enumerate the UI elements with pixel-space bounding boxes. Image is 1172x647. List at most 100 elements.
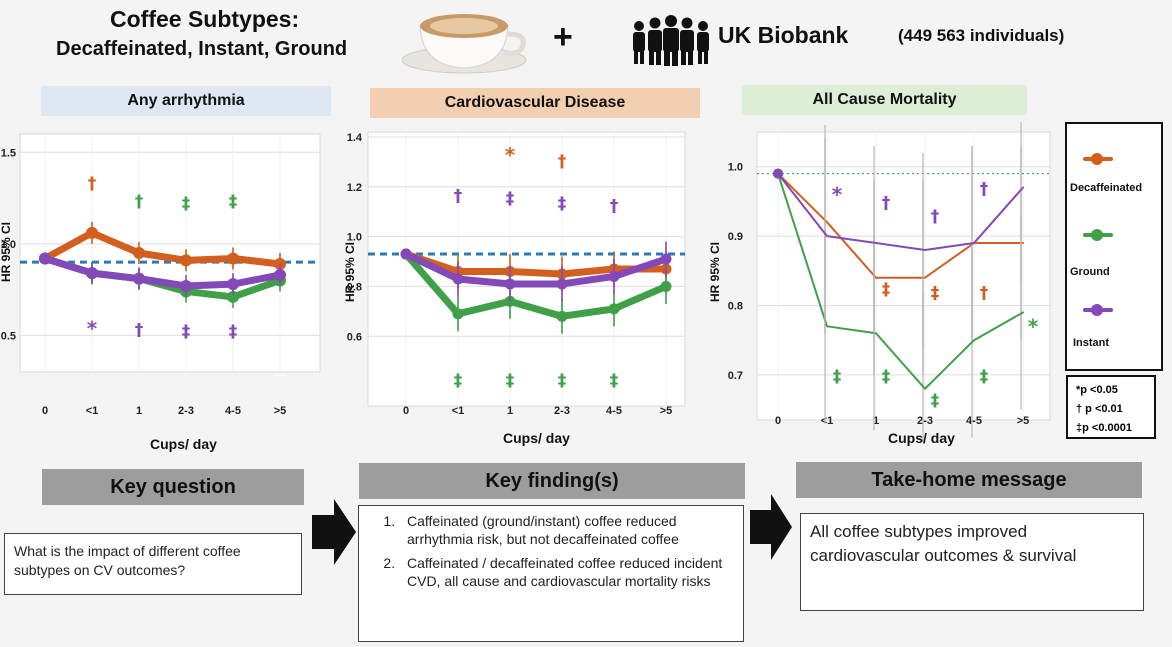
- series-line-decaffeinated: [402, 250, 670, 278]
- arrow-right-icon: [750, 494, 792, 560]
- y-tick-label: 1.0: [347, 232, 362, 244]
- key-question-box: What is the impact of different coffee s…: [4, 533, 302, 595]
- data-point-ground: [452, 308, 464, 320]
- header-subtitle: Decaffeinated, Instant, Ground: [56, 38, 348, 60]
- significance-marker: ‡: [980, 367, 989, 387]
- data-point-decaffeinated: [180, 254, 192, 267]
- key-finding-2: Caffeinated / decaffeinated coffee reduc…: [399, 554, 731, 590]
- x-tick-label: 0: [403, 405, 409, 417]
- legend-marker-decaffeinated: [1091, 153, 1103, 165]
- significance-marker: ‡: [833, 367, 842, 387]
- x-tick-label: 1: [507, 405, 513, 417]
- legend-marker-instant: [1091, 304, 1103, 316]
- data-point-instant: [133, 272, 145, 285]
- y-axis-label: HR 95% CI: [0, 222, 13, 282]
- data-point-instant: [274, 268, 286, 281]
- data-point-ground: [227, 290, 239, 303]
- x-tick-label: 1: [136, 405, 142, 417]
- panel-title-mortality: All Cause Mortality: [742, 85, 1027, 115]
- series-line-instant: [402, 250, 670, 288]
- mortality-xlabel: Cups/ day: [888, 430, 955, 446]
- take-home-box: All coffee subtypes improved cardiovascu…: [800, 513, 1144, 611]
- data-point-decaffeinated: [133, 247, 145, 259]
- significance-marker: †: [558, 152, 567, 172]
- series-line-instant: [777, 172, 1024, 251]
- sig-p0001: ‡p <0.0001: [1076, 422, 1132, 434]
- y-tick-label: 1.0: [728, 162, 743, 174]
- data-point-instant: [227, 278, 239, 291]
- x-tick-label: >5: [274, 405, 287, 417]
- significance-marker: ‡: [558, 194, 567, 214]
- data-point-instant: [556, 278, 568, 290]
- y-tick-label: 0.8: [347, 281, 362, 293]
- plus-sign: +: [553, 18, 573, 56]
- y-axis-label: HR 95% CI: [343, 242, 357, 302]
- data-point-ground: [608, 303, 620, 315]
- legend: Decaffeinated Ground Instant: [1065, 122, 1163, 371]
- data-point-instant: [39, 252, 51, 265]
- y-tick-label: 0.7: [728, 370, 743, 382]
- sig-p01: † p <0.01: [1076, 403, 1123, 415]
- significance-key: *p <0.05 † p <0.01 ‡p <0.0001: [1066, 375, 1156, 439]
- significance-marker: ‡: [182, 322, 191, 342]
- series-line-decaffeinated: [41, 229, 284, 268]
- significance-marker: ‡: [506, 189, 515, 209]
- significance-marker: ‡: [931, 284, 940, 304]
- coffee-cup-icon: [402, 14, 527, 74]
- biobank-label: UK Biobank: [718, 22, 849, 48]
- key-finding-1: Caffeinated (ground/instant) coffee redu…: [399, 512, 731, 548]
- significance-marker: ‡: [558, 371, 567, 391]
- data-point-instant: [180, 279, 192, 292]
- data-point-ground: [556, 310, 568, 322]
- arrhythmia-xlabel: Cups/ day: [150, 436, 217, 452]
- people-icon: [633, 15, 709, 66]
- significance-marker: ‡: [882, 367, 891, 387]
- data-point-decaffeinated: [227, 252, 239, 265]
- significance-marker: ‡: [506, 371, 515, 391]
- significance-marker: *: [87, 316, 98, 340]
- key-findings-heading: Key finding(s): [359, 463, 745, 499]
- y-tick-label: 1.4: [347, 132, 363, 144]
- x-tick-label: <1: [821, 415, 834, 427]
- x-tick-label: 1: [873, 415, 879, 427]
- data-point-instant: [86, 267, 98, 280]
- significance-marker: ‡: [229, 322, 238, 342]
- data-point-ground: [660, 280, 672, 292]
- series-line-decaffeinated: [777, 172, 1024, 279]
- significance-marker: †: [135, 320, 144, 340]
- plot-area: [756, 131, 1051, 421]
- significance-marker: †: [610, 197, 619, 217]
- mortality-chart: 1.0 0.9 0.8 0.7 0 <1 1 2-3 4-5 >5 * † † † ‡ ‡ † ‡ ‡ ‡ ‡ * HR 9…: [708, 122, 1051, 442]
- x-tick-label: 4-5: [966, 415, 982, 427]
- x-tick-label: 2-3: [178, 405, 194, 417]
- legend-label-ground: Ground: [1070, 266, 1110, 278]
- sig-p05: *p <0.05: [1076, 384, 1118, 396]
- y-tick-label: 1.0: [1, 239, 16, 251]
- y-tick-label: 1.2: [347, 182, 362, 194]
- significance-marker: *: [1028, 314, 1039, 338]
- significance-marker: *: [505, 143, 516, 167]
- x-tick-label: 4-5: [225, 405, 241, 417]
- legend-label-instant: Instant: [1073, 337, 1110, 349]
- data-point-instant: [452, 273, 464, 285]
- cvd-xlabel: Cups/ day: [503, 430, 570, 446]
- take-home-text: All coffee subtypes improved cardiovascu…: [810, 522, 1077, 565]
- key-findings-box: Caffeinated (ground/instant) coffee redu…: [358, 505, 744, 642]
- x-tick-label: 0: [42, 405, 48, 417]
- significance-marker: †: [88, 174, 97, 194]
- x-tick-label: <1: [452, 405, 465, 417]
- significance-marker: †: [931, 207, 940, 227]
- x-tick-label: >5: [1017, 415, 1030, 427]
- series-line-instant: [41, 254, 284, 290]
- significance-marker: †: [135, 192, 144, 212]
- data-point-instant: [660, 253, 672, 265]
- x-tick-label: <1: [86, 405, 99, 417]
- data-point-ground: [504, 295, 516, 307]
- significance-marker: ‡: [882, 280, 891, 300]
- individuals-count: (449 563 individuals): [898, 26, 1065, 45]
- significance-marker: ‡: [454, 371, 463, 391]
- key-findings-list: Caffeinated (ground/instant) coffee redu…: [359, 512, 731, 590]
- significance-marker: ‡: [931, 391, 940, 411]
- data-point-decaffeinated: [86, 226, 98, 239]
- significance-marker: ‡: [229, 192, 238, 212]
